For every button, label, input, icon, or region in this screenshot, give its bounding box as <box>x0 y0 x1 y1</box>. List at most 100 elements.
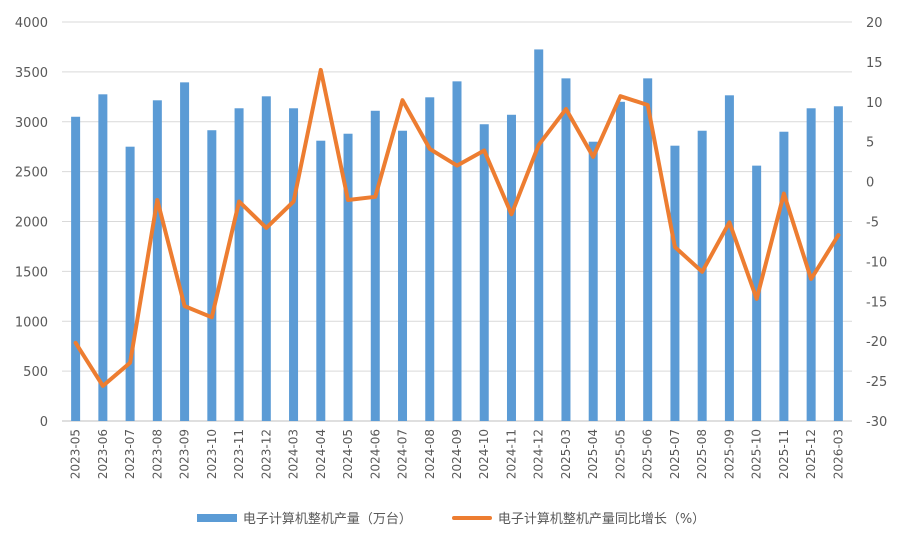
y-left-tick-label: 0 <box>40 415 48 430</box>
bar <box>343 133 353 421</box>
legend-item-bar: 电子计算机整机产量（万台） <box>196 508 412 527</box>
legend-bar-swatch <box>196 513 237 522</box>
x-tick-label: 2024-10 <box>477 429 491 479</box>
y-right-tick-label: -15 <box>866 295 887 310</box>
y-right-tick-label: 10 <box>866 96 883 111</box>
line-point <box>836 233 840 237</box>
line-point <box>346 198 350 202</box>
y-right-tick-label: -10 <box>866 255 887 270</box>
line-point <box>591 155 595 159</box>
legend-bar-label: 电子计算机整机产量（万台） <box>242 512 412 527</box>
line-point <box>155 198 159 202</box>
x-tick-label: 2023-06 <box>96 429 110 479</box>
line-point <box>727 220 731 224</box>
x-tick-label: 2025-10 <box>750 429 764 479</box>
y-left-tick-label: 1000 <box>15 315 48 330</box>
bar <box>534 49 544 422</box>
y-left-tick-label: 2000 <box>15 216 48 231</box>
x-tick-label: 2026-03 <box>831 429 845 479</box>
legend: 电子计算机整机产量（万台） 电子计算机整机产量同比增长（%） <box>0 508 902 527</box>
bar <box>98 94 108 421</box>
bar <box>643 78 653 421</box>
bar <box>289 108 299 421</box>
line-point <box>700 270 704 274</box>
x-tick-label: 2025-11 <box>777 429 791 479</box>
bar <box>452 81 462 421</box>
line-point <box>74 341 78 345</box>
line-point <box>809 277 813 281</box>
bar <box>833 106 843 421</box>
line-point <box>128 361 132 365</box>
x-tick-label: 2025-06 <box>641 429 655 479</box>
x-tick-label: 2024-06 <box>368 429 382 479</box>
bar <box>370 110 380 421</box>
x-tick-label: 2025-12 <box>804 429 818 479</box>
line-point <box>755 297 759 301</box>
line-point <box>428 147 432 151</box>
line-point <box>373 195 377 199</box>
line-point <box>264 226 268 230</box>
y-right-tick-label: 0 <box>866 176 874 191</box>
bar <box>207 130 217 421</box>
y-right-tick-label: -20 <box>866 335 887 350</box>
x-tick-label: 2024-03 <box>287 429 301 479</box>
x-tick-label: 2024-07 <box>396 429 410 479</box>
y-left-tick-label: 500 <box>23 365 48 380</box>
bar <box>779 131 789 421</box>
bar <box>425 97 435 421</box>
x-tick-label: 2024-04 <box>314 429 328 479</box>
bar <box>71 116 81 421</box>
x-tick-label: 2024-09 <box>450 429 464 479</box>
x-tick-label: 2023-08 <box>150 429 164 479</box>
x-tick-label: 2023-09 <box>178 429 192 479</box>
x-tick-label: 2024-05 <box>341 429 355 479</box>
y-left-tick-label: 3500 <box>15 66 48 81</box>
line-point <box>101 384 105 388</box>
line-point <box>401 98 405 102</box>
y-left-tick-label: 1500 <box>15 265 48 280</box>
x-tick-label: 2024-12 <box>532 429 546 479</box>
line-point <box>782 192 786 196</box>
y-left-tick-label: 3000 <box>15 116 48 131</box>
bar <box>506 114 516 421</box>
x-tick-label: 2024-08 <box>423 429 437 479</box>
combo-chart: 0 500 1000 1500 2000 2500 3000 3500 4000 -30 -25 -2… <box>15 16 887 479</box>
bar <box>806 108 816 421</box>
line-point <box>183 304 187 308</box>
x-tick-label: 2023-10 <box>205 429 219 479</box>
bar <box>152 100 162 422</box>
bar <box>724 95 734 421</box>
y-left-tick-label: 4000 <box>15 16 48 31</box>
x-tick-label: 2025-07 <box>668 429 682 479</box>
bar <box>615 101 625 422</box>
y-right-tick-label: 5 <box>866 136 874 151</box>
x-tick-label: 2023-07 <box>123 429 137 479</box>
bar <box>561 78 571 421</box>
bar <box>125 146 135 421</box>
y-right-tick-label: -5 <box>866 216 879 231</box>
legend-line-label: 电子计算机整机产量同比增长（%） <box>497 512 706 527</box>
y-right-tick-label: -30 <box>866 415 887 430</box>
y-left-tick-label: 2500 <box>15 166 48 181</box>
bar <box>398 130 408 422</box>
line-point <box>509 212 513 216</box>
y-right-tick-label: 15 <box>866 56 883 71</box>
y-right-tick-label: -25 <box>866 375 887 390</box>
x-tick-label: 2025-09 <box>722 429 736 479</box>
bar <box>588 141 598 421</box>
line-point <box>673 245 677 249</box>
line-point <box>564 107 568 111</box>
x-tick-label: 2025-04 <box>586 429 600 479</box>
line-point <box>292 200 296 204</box>
legend-line-swatch <box>451 515 492 520</box>
line-point <box>210 315 214 319</box>
line-point <box>237 200 241 204</box>
x-tick-label: 2023-05 <box>69 429 83 479</box>
y-right-tick-label: 20 <box>866 16 883 31</box>
x-tick-label: 2024-11 <box>504 429 518 479</box>
line-point <box>646 103 650 107</box>
bar <box>697 130 707 422</box>
line-point <box>618 94 622 98</box>
bar <box>261 96 271 421</box>
bar <box>479 124 489 422</box>
